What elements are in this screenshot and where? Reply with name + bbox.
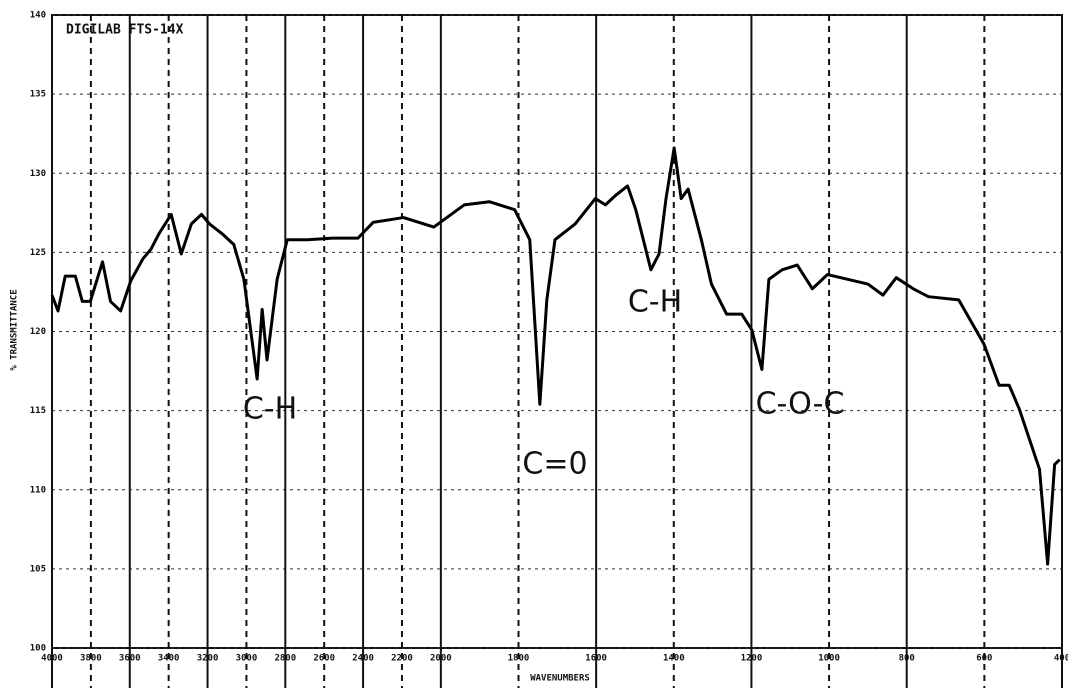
x-tick-label: 1000 — [818, 654, 840, 664]
x-tick-label: 600 — [976, 654, 992, 664]
chart-title: DIGILAB FTS-14X — [66, 23, 184, 38]
x-tick-label: 2600 — [313, 654, 335, 664]
x-axis-label: WAVENUMBERS — [530, 674, 590, 684]
x-tick-label: 3000 — [236, 654, 258, 664]
x-tick-label: 1800 — [508, 654, 530, 664]
x-tick-label: 2800 — [274, 654, 296, 664]
y-tick-label: 105 — [30, 564, 46, 574]
x-tick-label: 3200 — [197, 654, 219, 664]
x-tick-label: 1200 — [741, 654, 763, 664]
y-tick-label: 135 — [30, 90, 46, 100]
x-tick-label: 3600 — [119, 654, 141, 664]
x-tick-label: 2000 — [430, 654, 452, 664]
x-tick-label: 3400 — [158, 654, 180, 664]
x-tick-label: 1600 — [585, 654, 607, 664]
annotation: C-O-C — [756, 387, 845, 422]
x-tick-label: 800 — [899, 654, 915, 664]
x-tick-label: 4000 — [41, 654, 63, 664]
y-tick-label: 110 — [30, 485, 46, 495]
y-tick-label: 120 — [30, 327, 46, 337]
x-tick-label: 1400 — [663, 654, 685, 664]
y-tick-label: 140 — [30, 11, 46, 21]
x-tick-label: 2200 — [391, 654, 413, 664]
x-tick-label: 400 — [1054, 654, 1068, 664]
y-tick-label: 125 — [30, 248, 46, 258]
annotation: C-H — [628, 285, 682, 320]
y-tick-label: 130 — [30, 169, 46, 179]
x-tick-label: 2400 — [352, 654, 374, 664]
y-tick-label: 115 — [30, 406, 46, 416]
annotation: C-H — [243, 392, 297, 427]
y-tick-label: 100 — [30, 644, 46, 654]
annotation: C=0 — [522, 447, 587, 482]
spectrum-line — [50, 146, 1061, 566]
x-tick-label: 3800 — [80, 654, 102, 664]
y-axis-label: % TRANSMITTANCE — [10, 289, 20, 370]
